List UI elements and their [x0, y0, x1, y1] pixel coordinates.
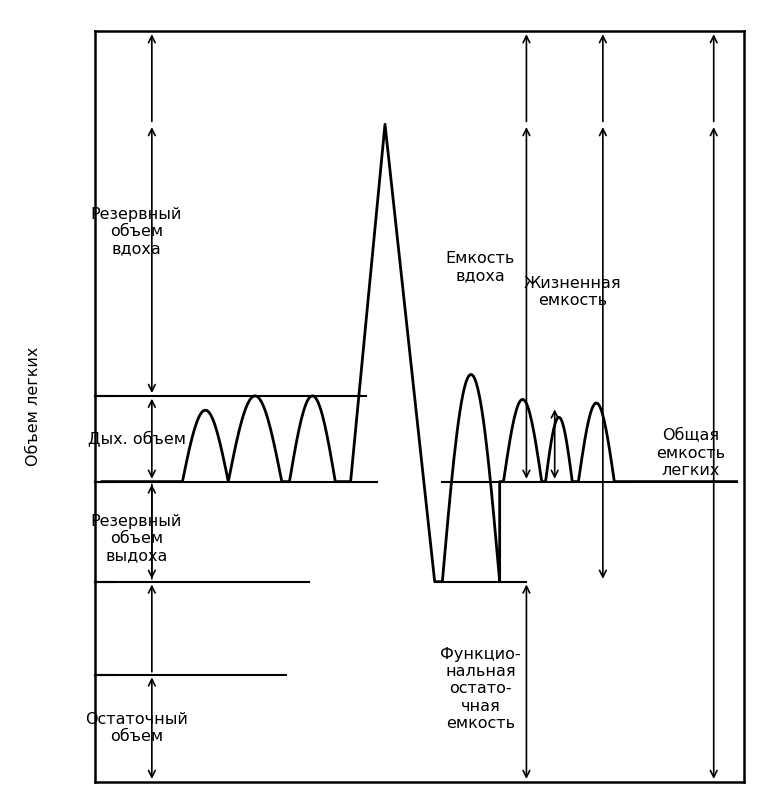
Text: Жизненная
емкость: Жизненная емкость — [524, 276, 621, 309]
Text: Резервный
объем
вдоха: Резервный объем вдоха — [91, 206, 182, 256]
Text: Емкость
вдоха: Емкость вдоха — [446, 251, 515, 284]
Text: Дых. объем: Дых. объем — [88, 430, 186, 447]
Text: Объем легких: Объем легких — [26, 347, 41, 466]
Text: Резервный
объем
выдоха: Резервный объем выдоха — [91, 514, 182, 563]
Text: Общая
емкость
легких: Общая емкость легких — [656, 428, 725, 478]
Text: Остаточный
объем: Остаточный объем — [85, 712, 188, 745]
Text: Функцио-
нальная
остато-
чная
емкость: Функцио- нальная остато- чная емкость — [440, 646, 521, 731]
